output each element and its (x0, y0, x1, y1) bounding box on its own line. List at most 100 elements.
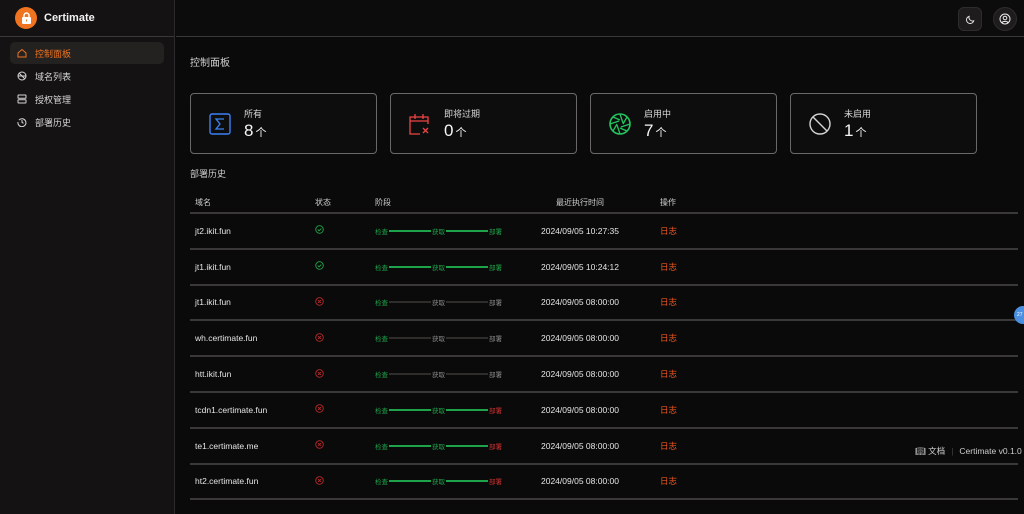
stage-label: 获取 (432, 372, 445, 380)
table-row: jt1.ikit.fun 检查 获取 部署 2024/09/05 10:24:12 日志 (190, 250, 1018, 286)
stat-label: 未启用 (844, 109, 872, 119)
app-name: Certimate (44, 12, 95, 24)
stage-label: 检查 (375, 479, 388, 487)
table-row: jt2.ikit.fun 检查 获取 部署 2024/09/05 10:27:35 日志 (190, 214, 1018, 250)
aperture-icon (609, 113, 631, 135)
stage-label: 获取 (432, 443, 445, 451)
time-cell: 2024/09/05 08:00:00 (541, 369, 619, 380)
time-cell: 2024/09/05 10:27:35 (541, 225, 619, 236)
x-circle-icon (315, 440, 324, 449)
stage-label: 部署 (489, 264, 502, 272)
stage-cell: 检查 获取 部署 (370, 405, 510, 415)
domain-cell: te1.certimate.me (195, 440, 259, 451)
history-icon (17, 118, 27, 127)
col-time: 最近执行时间 (556, 198, 604, 207)
stage-label: 获取 (432, 300, 445, 308)
sidebar-item-label: 部署历史 (35, 117, 72, 128)
stage-connector (446, 301, 488, 304)
stage-connector (446, 373, 488, 376)
col-action: 操作 (660, 198, 676, 207)
book-icon: 📖︎ (915, 446, 926, 456)
stage-connector (446, 408, 488, 411)
time-cell: 2024/09/05 08:00:00 (541, 297, 619, 308)
stage-label: 部署 (489, 407, 502, 415)
stage-connector (389, 337, 431, 340)
domain-cell: ht2.certimate.fun (195, 476, 259, 487)
moon-icon (965, 15, 974, 24)
stage-cell: 检查 获取 部署 (370, 226, 510, 236)
theme-toggle-button[interactable] (958, 7, 982, 31)
stage-label: 检查 (375, 336, 388, 344)
sidebar-item-3[interactable]: 部署历史 (10, 111, 164, 133)
time-cell: 2024/09/05 08:00:00 (541, 333, 619, 344)
domain-cell: tcdn1.certimate.fun (195, 404, 268, 415)
x-circle-icon (315, 368, 324, 378)
stat-label: 启用中 (644, 109, 672, 119)
log-link[interactable]: 日志 (660, 404, 678, 415)
stage-label: 检查 (375, 407, 388, 415)
stage-cell: 检查 获取 部署 (370, 369, 510, 379)
log-link[interactable]: 日志 (660, 369, 678, 380)
user-circle-icon (999, 13, 1011, 25)
table-row: tcdn1.certimate.fun 检查 获取 部署 2024/09/05 08:0… (190, 393, 1018, 429)
sidebar: Certimate 控制面板域名列表授权管理部署历史 (0, 0, 175, 514)
log-link[interactable]: 日志 (660, 440, 678, 451)
col-stage: 阶段 (375, 198, 391, 207)
sidebar-item-2[interactable]: 授权管理 (10, 88, 164, 110)
stage-connector (389, 373, 431, 376)
table-row: wh.certimate.fun 检查 获取 部署 2024/09/05 08:00:0… (190, 321, 1018, 358)
domain-cell: jt2.ikit.fun (195, 225, 231, 236)
stat-card[interactable]: 所有 8 个 (190, 93, 377, 154)
log-link[interactable]: 日志 (660, 476, 678, 487)
check-circle-icon (315, 225, 324, 235)
stat-label: 即将过期 (444, 109, 481, 119)
log-link[interactable]: 日志 (660, 261, 678, 272)
stat-card[interactable]: 未启用 1 个 (790, 93, 977, 154)
floating-badge[interactable]: 27 (1014, 306, 1024, 324)
page-title: 控制面板 (190, 58, 230, 69)
stat-label: 所有 (244, 109, 263, 119)
time-cell: 2024/09/05 08:00:00 (541, 440, 619, 451)
user-menu-button[interactable] (993, 7, 1017, 31)
brand[interactable]: Certimate (0, 0, 174, 37)
top-header (176, 0, 1024, 37)
stage-connector (389, 444, 431, 447)
stage-cell: 检查 获取 部署 (370, 476, 510, 486)
status-cell (310, 297, 370, 308)
footer: 📖︎ 文档 | Certimate v0.1.0 (915, 445, 1022, 457)
divider: | (951, 446, 954, 456)
sidebar-nav: 控制面板域名列表授权管理部署历史 (0, 37, 174, 139)
history-table: 域名 状态 阶段 最近执行时间 操作 jt2.ikit.fun 检查 获取 部署 202… (190, 193, 1018, 501)
col-domain: 域名 (195, 198, 211, 207)
stage-cell: 检查 获取 部署 (370, 297, 510, 307)
stage-label: 获取 (432, 336, 445, 344)
stage-label: 检查 (375, 300, 388, 308)
stage-cell: 检查 获取 部署 (370, 441, 510, 451)
status-cell (310, 225, 370, 236)
sidebar-item-0[interactable]: 控制面板 (10, 42, 164, 64)
ban-icon (809, 113, 831, 135)
log-link[interactable]: 日志 (660, 297, 678, 308)
sidebar-item-label: 域名列表 (35, 71, 72, 82)
server-icon (17, 94, 27, 104)
stage-label: 部署 (489, 300, 502, 308)
history-section-title: 部署历史 (190, 169, 227, 179)
stage-connector (446, 265, 488, 268)
status-cell (310, 333, 370, 344)
sidebar-item-label: 控制面板 (35, 48, 72, 59)
x-circle-icon (315, 404, 324, 414)
stage-label: 部署 (489, 443, 502, 451)
time-cell: 2024/09/05 10:24:12 (541, 261, 619, 272)
docs-link[interactable]: 📖︎ 文档 (915, 446, 946, 456)
x-circle-icon (315, 333, 324, 342)
log-link[interactable]: 日志 (660, 333, 678, 344)
stat-card[interactable]: 即将过期 0 个 (390, 93, 577, 154)
stage-label: 获取 (432, 228, 445, 236)
domain-cell: jt1.ikit.fun (195, 297, 231, 308)
stage-label: 获取 (432, 264, 445, 272)
stat-card[interactable]: 启用中 7 个 (590, 93, 777, 154)
log-link[interactable]: 日志 (660, 225, 678, 236)
stage-connector (446, 480, 488, 483)
stage-connector (389, 265, 431, 268)
sidebar-item-1[interactable]: 域名列表 (10, 65, 164, 87)
